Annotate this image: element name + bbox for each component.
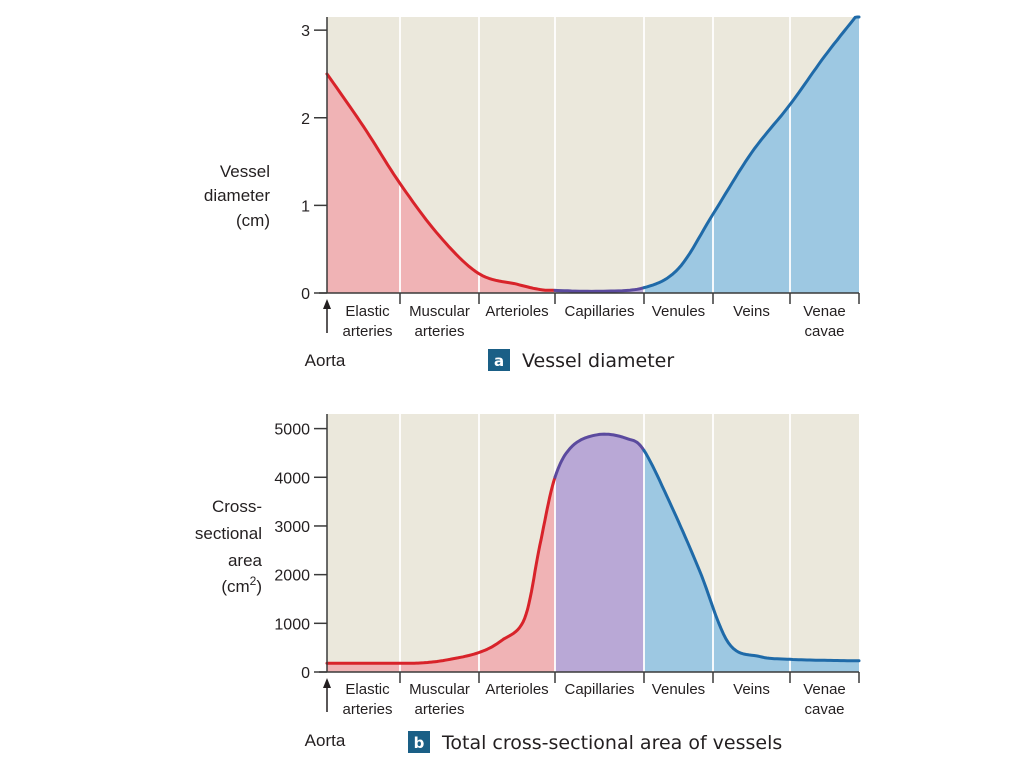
- category-label: Arterioles: [485, 303, 548, 320]
- x-category-labels: Elastic arteries Muscular arteries Arteriole…: [342, 303, 845, 340]
- line-capillaries: [553, 286, 646, 293]
- axes: [319, 17, 860, 304]
- category-label: cavae: [804, 323, 844, 340]
- area-fill-veins: [644, 450, 859, 672]
- panel-title-text: Total cross-sectional area of vessels: [441, 732, 782, 754]
- aorta-arrow-icon: [323, 678, 331, 688]
- y-axis-label-line: Cross-: [212, 497, 262, 516]
- line-veins: [642, 449, 861, 663]
- category-label: Muscular: [409, 303, 470, 320]
- category-label: Elastic: [345, 681, 390, 698]
- line-arteries: [325, 475, 557, 665]
- close-paren: ): [256, 577, 262, 596]
- y-tick-label: 3: [301, 23, 310, 40]
- area-fill-arteries: [327, 74, 555, 293]
- category-label: Capillaries: [564, 681, 634, 698]
- aorta-marker: Aorta: [305, 299, 346, 370]
- area-fill-arteries: [327, 477, 555, 672]
- panel-badge-letter: b: [414, 734, 425, 752]
- panel-a-vessel-diameter: 0 1 2 3 Elastic arteries Muscular arteries Arte…: [204, 15, 861, 372]
- panel-badge: [408, 731, 430, 753]
- panel-b-cross-sectional-area: 0 1000 2000 3000 4000 5000 Elastic arteries Mus…: [195, 414, 861, 754]
- category-label: Venules: [652, 681, 705, 698]
- category-label: Venules: [652, 303, 705, 320]
- category-dividers: [399, 17, 791, 293]
- x-category-labels: Elastic arteries Muscular arteries Arteriole…: [342, 681, 845, 718]
- series-lines: [325, 432, 861, 665]
- series-lines: [325, 15, 861, 293]
- y-axis-label-line: area: [228, 551, 263, 570]
- axes: [319, 414, 860, 683]
- y-tick-label: 0: [301, 286, 310, 303]
- y-tick-label: 1: [301, 198, 310, 215]
- aorta-label: Aorta: [305, 731, 346, 750]
- category-label: Veins: [733, 681, 770, 698]
- line-arteries: [325, 72, 557, 292]
- panel-title: b Total cross-sectional area of vessels: [408, 731, 782, 754]
- category-label: Elastic: [345, 303, 390, 320]
- area-fills: [327, 434, 859, 672]
- aorta-arrow-icon: [323, 299, 331, 309]
- line-capillaries: [553, 432, 646, 479]
- y-axis-label-line: (cm2): [221, 574, 262, 596]
- y-ticks: 0 1 2 3: [301, 23, 327, 303]
- y-axis-label: Vessel diameter (cm): [204, 162, 270, 230]
- y-tick-label: 5000: [274, 422, 310, 439]
- y-axis-label: Cross-sectional area (cm2): [195, 497, 263, 596]
- category-label: arteries: [414, 323, 464, 340]
- category-label: arteries: [342, 701, 392, 718]
- y-tick-label: 2: [301, 111, 310, 128]
- category-label: arteries: [342, 323, 392, 340]
- category-dividers: [399, 414, 791, 672]
- category-label: Veins: [733, 303, 770, 320]
- y-ticks: 0 1000 2000 3000 4000 5000: [274, 422, 327, 682]
- y-tick-label: 4000: [274, 470, 310, 487]
- aorta-marker: Aorta: [305, 678, 346, 750]
- panel-title: a Vessel diameter: [488, 349, 674, 372]
- category-label: arteries: [414, 701, 464, 718]
- y-axis-label-line: sectional: [195, 524, 262, 543]
- category-label: Muscular: [409, 681, 470, 698]
- aorta-label: Aorta: [305, 351, 346, 370]
- area-fill-capillaries: [555, 434, 644, 672]
- y-axis-label-line: diameter: [204, 186, 270, 205]
- y-tick-label: 1000: [274, 616, 310, 633]
- superscript: 2: [250, 574, 257, 588]
- y-tick-label: 3000: [274, 519, 310, 536]
- panel-title-text: Vessel diameter: [522, 350, 674, 372]
- category-label: Venae: [803, 303, 846, 320]
- y-tick-label: 2000: [274, 568, 310, 585]
- y-tick-label: 0: [301, 665, 310, 682]
- panel-badge: [488, 349, 510, 371]
- category-label: Capillaries: [564, 303, 634, 320]
- category-label: Arterioles: [485, 681, 548, 698]
- y-axis-label-line: (cm): [236, 211, 270, 230]
- category-label: Venae: [803, 681, 846, 698]
- panel-badge-letter: a: [494, 352, 504, 370]
- y-axis-label-line: Vessel: [220, 162, 270, 181]
- category-label: cavae: [804, 701, 844, 718]
- line-veins: [642, 15, 861, 290]
